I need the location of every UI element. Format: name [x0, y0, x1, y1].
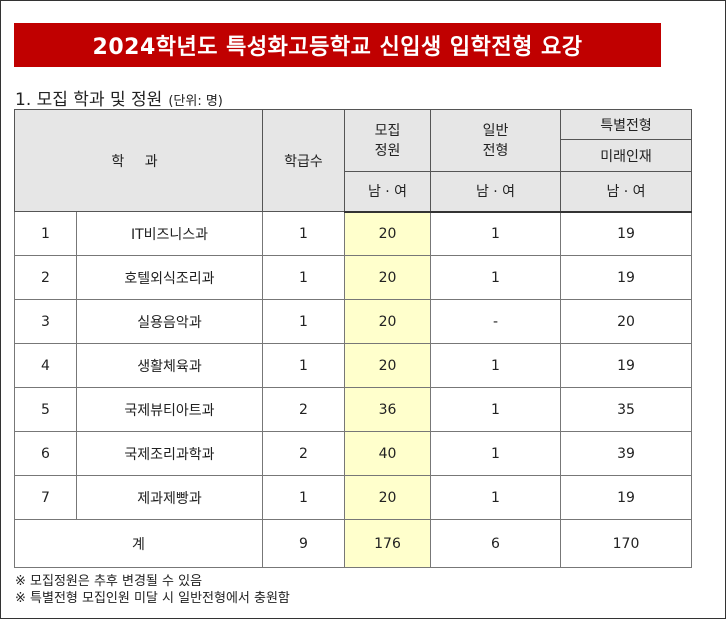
department-name: 실용음악과	[76, 299, 263, 344]
header-department: 학 과	[14, 109, 263, 212]
special-value: 39	[560, 431, 692, 476]
general-value: 1	[430, 431, 561, 476]
row-number: 5	[14, 387, 77, 432]
header-gender-quota: 남 · 여	[344, 171, 431, 213]
quota-value: 20	[344, 255, 431, 300]
header-classes: 학급수	[262, 109, 345, 212]
quota-value: 20	[344, 343, 431, 388]
class-count: 2	[262, 431, 345, 476]
department-name: 국제조리과학과	[76, 431, 263, 476]
header-gender-special: 남 · 여	[560, 171, 692, 213]
table-row: 7 제과제빵과 1 20 1 19	[14, 475, 692, 520]
general-value: 1	[430, 211, 561, 256]
header-quota-line1: 모집	[374, 122, 401, 139]
department-name: 국제뷰티아트과	[76, 387, 263, 432]
class-count: 1	[262, 211, 345, 256]
total-label: 계	[14, 519, 263, 568]
class-count: 1	[262, 475, 345, 520]
row-number: 7	[14, 475, 77, 520]
quota-value: 40	[344, 431, 431, 476]
general-value: 1	[430, 387, 561, 432]
header-general-line1: 일반	[482, 122, 509, 139]
general-value: 1	[430, 475, 561, 520]
unit-label: (단위: 명)	[168, 94, 223, 109]
table-row: 5 국제뷰티아트과 2 36 1 35	[14, 387, 692, 432]
department-name: 제과제빵과	[76, 475, 263, 520]
class-count: 1	[262, 343, 345, 388]
row-number: 1	[14, 211, 77, 256]
table-row: 3 실용음악과 1 20 - 20	[14, 299, 692, 344]
special-value: 19	[560, 343, 692, 388]
header-quota: 모집 정원	[344, 109, 431, 172]
quota-value: 20	[344, 211, 431, 256]
table-row: 2 호텔외식조리과 1 20 1 19	[14, 255, 692, 300]
special-value: 19	[560, 475, 692, 520]
general-value: 1	[430, 343, 561, 388]
total-classes: 9	[262, 519, 345, 568]
special-value: 19	[560, 255, 692, 300]
quota-value: 20	[344, 475, 431, 520]
quota-table: 학 과 학급수 모집 정원 일반 전형 특별전형 미래인재 남 · 여 남 · …	[14, 109, 692, 568]
note-quota-change: ※ 모집정원은 추후 변경될 수 있음	[15, 574, 203, 589]
department-name: 호텔외식조리과	[76, 255, 263, 300]
department-name: IT비즈니스과	[76, 211, 263, 256]
quota-value: 36	[344, 387, 431, 432]
quota-value: 20	[344, 299, 431, 344]
document-title: 2024학년도 특성화고등학교 신입생 입학전형 요강	[14, 23, 661, 67]
general-value: 1	[430, 255, 561, 300]
row-number: 4	[14, 343, 77, 388]
total-general: 6	[430, 519, 561, 568]
section-heading: 1. 모집 학과 및 정원 (단위: 명)	[15, 85, 223, 110]
header-special-sub: 미래인재	[560, 139, 692, 172]
row-number: 6	[14, 431, 77, 476]
total-special: 170	[560, 519, 692, 568]
total-row: 계 9 176 6 170	[14, 519, 692, 568]
class-count: 1	[262, 255, 345, 300]
table-row: 1 IT비즈니스과 1 20 1 19	[14, 211, 692, 256]
table-row: 4 생활체육과 1 20 1 19	[14, 343, 692, 388]
row-number: 2	[14, 255, 77, 300]
table-row: 6 국제조리과학과 2 40 1 39	[14, 431, 692, 476]
department-name: 생활체육과	[76, 343, 263, 388]
note-special-shortfall: ※ 특별전형 모집인원 미달 시 일반전형에서 충원함	[15, 591, 290, 606]
special-value: 19	[560, 211, 692, 256]
header-general: 일반 전형	[430, 109, 561, 172]
header-special: 특별전형	[560, 109, 692, 140]
total-quota: 176	[344, 519, 431, 568]
row-number: 3	[14, 299, 77, 344]
class-count: 2	[262, 387, 345, 432]
section-heading-text: 1. 모집 학과 및 정원	[15, 90, 163, 110]
header-quota-line2: 정원	[374, 142, 401, 159]
header-gender-general: 남 · 여	[430, 171, 561, 213]
general-value: -	[430, 299, 561, 344]
special-value: 35	[560, 387, 692, 432]
header-general-line2: 전형	[482, 142, 509, 159]
class-count: 1	[262, 299, 345, 344]
special-value: 20	[560, 299, 692, 344]
